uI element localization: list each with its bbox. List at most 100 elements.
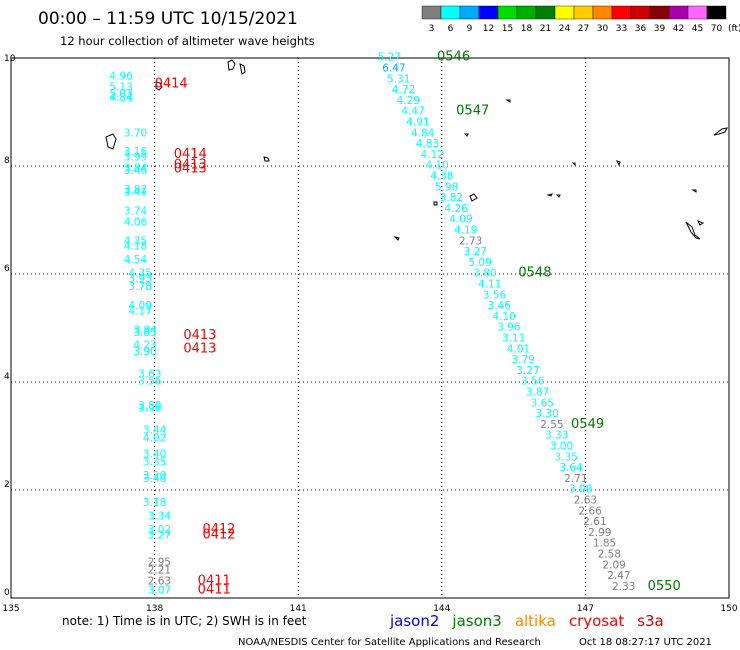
pass-time-label: 0550	[648, 579, 681, 594]
plot-frame	[10, 57, 730, 599]
legend-label: 45	[692, 24, 703, 34]
wave-height-value: 5.31	[387, 73, 410, 85]
legend-unit: (ft)	[728, 24, 740, 34]
wave-height-value: 3.96	[497, 322, 521, 334]
wave-height-value: 4.84	[411, 127, 435, 139]
legend-label: 36	[635, 24, 647, 34]
legend-swatch	[478, 5, 499, 20]
wave-height-value: 3.27	[148, 530, 171, 542]
legend-swatch	[459, 5, 480, 20]
footer-timestamp: Oct 18 08:27:17 UTC 2021	[579, 637, 712, 648]
wave-height-value: 2.73	[459, 235, 482, 247]
wave-height-value: 4.11	[478, 279, 501, 291]
wave-height-value: 4.10	[425, 160, 448, 172]
legend-label: 27	[578, 24, 589, 34]
wave-height-value: 5.27	[377, 52, 400, 64]
wave-height-value: 2.66	[578, 505, 602, 517]
satellite-s3a: s3a	[637, 612, 664, 630]
legend-swatch	[421, 5, 442, 20]
wave-height-value: 4.29	[397, 95, 420, 107]
legend-swatch	[649, 5, 670, 20]
wave-height-value: 3.90	[133, 346, 156, 358]
satellite-altika: altika	[515, 612, 556, 630]
wave-height-value: 1.85	[593, 538, 616, 550]
legend-label: 70	[711, 24, 723, 34]
legend-label: 30	[597, 24, 609, 34]
wave-height-value: 3.11	[502, 333, 525, 345]
wave-height-value: 3.93	[129, 273, 152, 285]
wave-height-value: 3.46	[488, 300, 512, 312]
pass-time-label: 0546	[437, 50, 470, 65]
y-tick-label: 8	[4, 156, 10, 166]
wave-height-value: 2.58	[598, 549, 621, 561]
axis-ticks: 135 138 141 144 147 150 0 2 4 6 8 10	[2, 54, 737, 614]
wave-height-value: 2.63	[574, 495, 597, 507]
legend-label: 42	[673, 24, 684, 34]
wave-height-value: 5.98	[435, 181, 458, 193]
wave-height-value: 3.41	[124, 187, 147, 199]
pass-time-label: 0412	[202, 522, 235, 537]
wave-height-value: 3.82	[124, 184, 147, 196]
wave-height-value: 3.87	[526, 387, 549, 399]
x-tick-label: 147	[577, 604, 594, 614]
x-tick-label: 150	[720, 604, 737, 614]
wave-height-value: 3.56	[138, 376, 162, 388]
legend-swatch	[535, 5, 556, 20]
wave-height-value: 3.84	[124, 162, 148, 174]
legend-label: 12	[483, 24, 494, 34]
legend-swatch	[516, 5, 537, 20]
wave-height-value: 2.33	[612, 581, 635, 593]
wave-height-value: 3.56	[521, 376, 545, 388]
wave-height-value: 4.23	[133, 340, 156, 352]
wave-height-value: 4.18	[124, 241, 147, 253]
pass-time-label: 0411	[198, 574, 231, 589]
legend-swatch	[440, 5, 461, 20]
wave-height-value: 4.01	[507, 343, 530, 355]
wave-height-value: 2.21	[148, 565, 171, 577]
wave-height-value: 3.35	[143, 457, 166, 469]
grid-lines	[11, 58, 729, 598]
wave-height-readings: 4.965.135.034.843.703.163.993.843.463.82…	[109, 52, 635, 597]
x-tick-label: 138	[146, 604, 163, 614]
legend-label: 33	[616, 24, 627, 34]
satellite-jason3: jason3	[451, 612, 501, 630]
wave-height-value: 4.54	[124, 254, 148, 266]
wave-height-value: 3.30	[535, 408, 558, 420]
wave-height-value: 3.85	[133, 327, 156, 339]
wave-height-value: 3.18	[143, 497, 166, 509]
wave-height-value: 2.09	[602, 559, 625, 571]
chart-subtitle: 12 hour collection of altimeter wave hei…	[60, 34, 315, 48]
wave-height-value: 3.46	[124, 165, 148, 177]
wave-height-value: 3.27	[516, 365, 539, 377]
y-tick-label: 6	[4, 264, 10, 274]
wave-height-value: 4.47	[401, 106, 424, 118]
footer-credit: NOAA/NESDIS Center for Satellite Applica…	[238, 637, 541, 648]
wave-height-value: 2.61	[583, 516, 606, 528]
wave-height-value: 3.80	[473, 268, 496, 280]
legend-swatch	[611, 5, 632, 20]
wave-height-value: 3.02	[148, 524, 171, 536]
x-tick-label: 141	[290, 604, 307, 614]
wave-height-value: 4.09	[449, 214, 472, 226]
wave-height-value: 3.16	[124, 146, 148, 158]
satellite-legend: jason2 jason3 altika cryosat s3a	[389, 612, 664, 630]
wave-height-value: 3.79	[511, 354, 534, 366]
wave-height-value: 4.02	[143, 432, 166, 444]
wave-height-value: 3.34	[148, 511, 172, 523]
wave-height-value: 4.96	[109, 71, 133, 83]
legend-label: 18	[521, 24, 533, 34]
wave-height-value: 4.19	[454, 225, 477, 237]
wave-height-value: 4.91	[406, 117, 429, 129]
wave-height-value: 4.17	[129, 306, 152, 318]
wave-height-value: 2.63	[148, 576, 171, 588]
wave-height-value: 4.38	[430, 171, 453, 183]
wave-height-value: 3.99	[124, 152, 147, 164]
legend-swatch	[497, 5, 518, 20]
wave-height-value: 5.13	[109, 81, 132, 93]
wave-height-value: 3.96	[138, 403, 162, 415]
legend-label: 24	[559, 24, 571, 34]
wave-height-value: 3.40	[143, 449, 166, 461]
legend-label: 15	[502, 24, 513, 34]
